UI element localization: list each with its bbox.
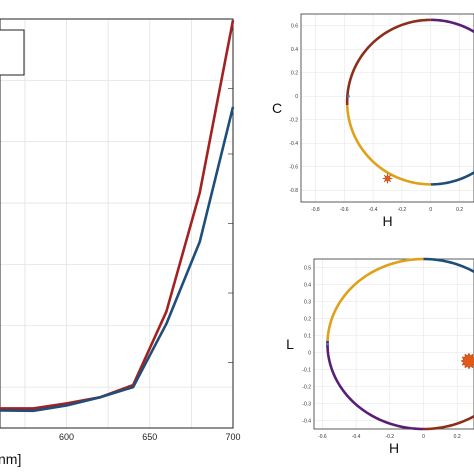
big-marker bbox=[460, 352, 474, 370]
y-tick-label: 0 bbox=[295, 94, 298, 100]
legend-box bbox=[0, 29, 25, 76]
ring-arc-1 bbox=[423, 257, 474, 274]
ring-arc-1 bbox=[430, 170, 474, 186]
plot-frame bbox=[313, 258, 474, 430]
y-tick-label: -0.6 bbox=[289, 165, 298, 171]
x-tick-label: 0 bbox=[422, 434, 425, 440]
x-tick-label: -0.6 bbox=[340, 207, 349, 213]
ring-arc-2 bbox=[345, 104, 431, 186]
hl-ring-plot: -0.6 -0.4 -0.2 0 0.2 0.5 0.4 0.3 0.2 0.1 0 -0.1 -0.2… bbox=[286, 257, 474, 456]
y-axis-label: C bbox=[272, 100, 282, 116]
ring-arc-3 bbox=[345, 18, 431, 106]
x-tick-label: 0 bbox=[429, 207, 432, 213]
x-tick-label: -0.2 bbox=[385, 434, 394, 440]
ring-arc-0 bbox=[430, 18, 474, 34]
x-tick-label: -0.8 bbox=[311, 207, 320, 213]
ring-arc-0 bbox=[326, 257, 424, 347]
y-tick-label: -0.2 bbox=[289, 118, 298, 124]
series-line-1 bbox=[0, 106, 235, 413]
y-tick-label: 0.2 bbox=[304, 316, 311, 322]
plot-frame bbox=[300, 13, 474, 203]
x-axis-label: nm] bbox=[0, 451, 21, 467]
x-tick-label: 0.2 bbox=[456, 207, 463, 213]
point-marker bbox=[326, 342, 329, 346]
x-tick-label: -0.4 bbox=[352, 434, 361, 440]
ring-arc-2 bbox=[326, 341, 424, 431]
y-tick-label: -0.8 bbox=[289, 188, 298, 194]
x-tick-label: -0.6 bbox=[318, 434, 327, 440]
y-tick-label: 0.6 bbox=[291, 24, 298, 30]
plot-area bbox=[314, 259, 474, 429]
x-axis-label: H bbox=[389, 440, 399, 456]
y-tick-label: 0 bbox=[308, 350, 311, 356]
x-tick-label: 700 bbox=[225, 432, 240, 442]
y-axis-label: L bbox=[286, 336, 294, 352]
y-tick-label: -0.1 bbox=[302, 367, 311, 373]
x-tick-label: 600 bbox=[59, 432, 74, 442]
spectrum-line-chart: 600 650 700 nm] bbox=[0, 18, 241, 467]
star-marker bbox=[382, 173, 393, 184]
hc-ring-plot: -0.8 -0.6 -0.4 -0.2 0 0.2 0.6 0.4 0.2 0 -0.2 -0.4 -0… bbox=[272, 13, 474, 229]
y-tick-label: 0.5 bbox=[304, 265, 311, 271]
y-tick-label: 0.3 bbox=[304, 299, 311, 305]
plot-frame bbox=[0, 18, 234, 429]
y-tick-label: 0.1 bbox=[304, 333, 311, 339]
y-tick-label: 0.4 bbox=[291, 47, 298, 53]
x-tick-label: 0.2 bbox=[454, 434, 461, 440]
y-tick-label: -0.4 bbox=[289, 141, 298, 147]
y-tick-label: 0.4 bbox=[304, 282, 311, 288]
plot-area bbox=[0, 19, 233, 428]
x-tick-label: 650 bbox=[142, 432, 157, 442]
point-marker bbox=[347, 94, 350, 98]
x-axis-label: H bbox=[382, 213, 392, 229]
ring-arc-3 bbox=[423, 414, 474, 431]
y-tick-label: 0.2 bbox=[291, 71, 298, 77]
y-tick-label: -0.3 bbox=[302, 401, 311, 407]
y-tick-label: -0.2 bbox=[302, 384, 311, 390]
x-tick-label: -0.4 bbox=[369, 207, 378, 213]
x-tick-label: -0.2 bbox=[398, 207, 407, 213]
plot-area bbox=[301, 14, 474, 202]
y-tick-label: -0.4 bbox=[302, 418, 311, 424]
